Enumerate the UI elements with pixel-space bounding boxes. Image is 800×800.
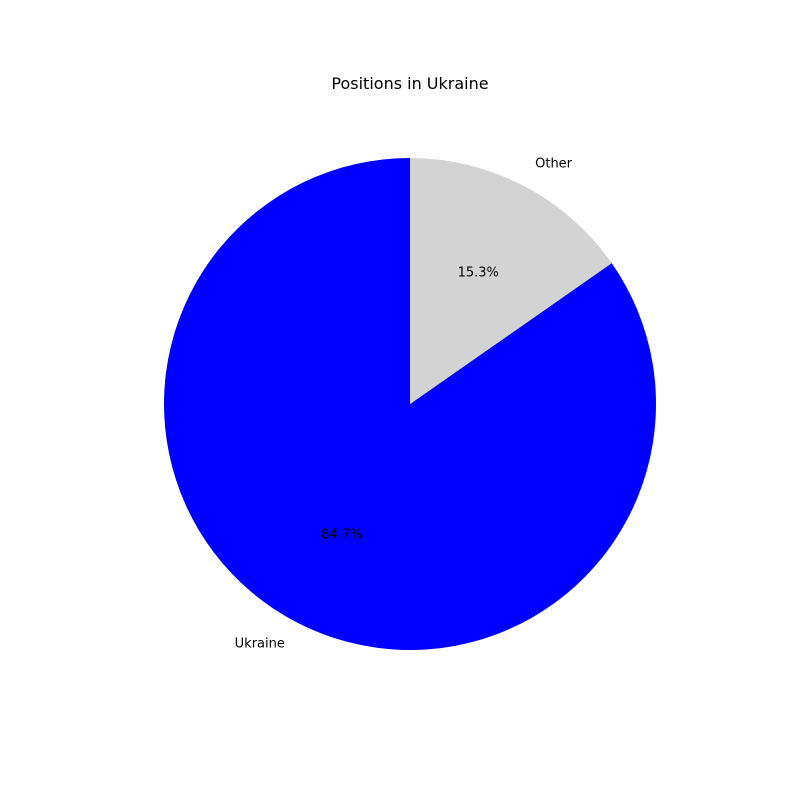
slice-percent-ukraine: 84.7% xyxy=(321,527,362,542)
pie-labels: Ukraine 84.7% Other 15.3% xyxy=(235,157,573,652)
pie-slice-other xyxy=(410,158,612,404)
pie-slices xyxy=(163,158,657,651)
slice-label-ukraine: Ukraine xyxy=(235,636,285,651)
chart-title: Positions in Ukraine xyxy=(331,74,488,93)
slice-label-other: Other xyxy=(535,157,573,172)
slice-percent-other: 15.3% xyxy=(458,266,499,281)
pie-slice-ukraine xyxy=(163,158,657,651)
